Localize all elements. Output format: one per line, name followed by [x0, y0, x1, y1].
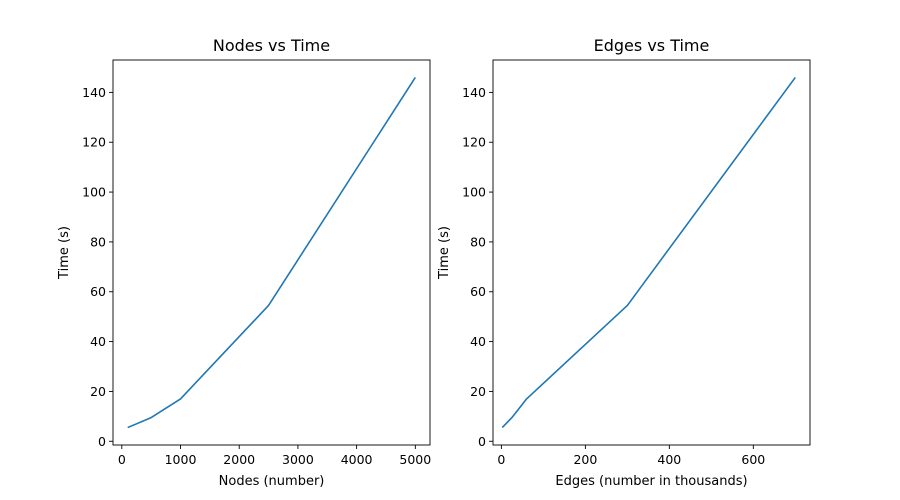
y-tick-label: 140	[462, 85, 486, 100]
x-tick-label: 400	[657, 452, 681, 467]
y-tick-label: 80	[90, 234, 106, 249]
x-tick-label: 600	[741, 452, 765, 467]
y-tick-label: 60	[90, 284, 106, 299]
y-tick-label: 0	[98, 434, 106, 449]
chart-edges-vs-time: Edges vs Time Edges (number in thousands…	[437, 36, 811, 489]
y-tick-label: 40	[90, 334, 106, 349]
y-axis-label: Time (s)	[57, 226, 72, 280]
y-tick-label: 60	[470, 284, 486, 299]
y-tick-label: 120	[462, 135, 486, 150]
x-tick-label: 4000	[341, 452, 373, 467]
chart-title: Nodes vs Time	[213, 36, 330, 55]
y-tick-label: 80	[470, 234, 486, 249]
y-tick-label: 100	[82, 185, 106, 200]
y-tick-label: 40	[470, 334, 486, 349]
y-axis-label: Time (s)	[437, 226, 452, 280]
x-tick-label: 0	[497, 452, 505, 467]
y-tick-label: 0	[478, 434, 486, 449]
chart-title: Edges vs Time	[594, 36, 710, 55]
tick-group: 0 200 400 600 0 20 40 60 80 100 120 140	[462, 85, 765, 467]
y-tick-label: 140	[82, 85, 106, 100]
x-axis-label: Nodes (number)	[219, 474, 325, 489]
plot-frame	[112, 59, 431, 446]
x-tick-label: 2000	[223, 452, 255, 467]
x-tick-label: 0	[118, 452, 126, 467]
x-axis-label: Edges (number in thousands)	[555, 474, 747, 489]
series-line	[127, 77, 416, 429]
x-tick-label: 3000	[282, 452, 314, 467]
tick-group: 0 1000 2000 3000 4000 5000 0 20 40 60 80 100 120 140	[82, 85, 431, 467]
x-tick-label: 5000	[399, 452, 431, 467]
series-line	[501, 76, 796, 429]
x-tick-label: 1000	[165, 452, 197, 467]
y-tick-label: 120	[82, 135, 106, 150]
chart-nodes-vs-time: Nodes vs Time Nodes (number) Time (s) 0 1…	[57, 36, 431, 489]
y-tick-label: 20	[90, 384, 106, 399]
x-tick-label: 200	[573, 452, 597, 467]
y-tick-label: 20	[470, 384, 486, 399]
y-tick-label: 100	[462, 185, 486, 200]
plot-frame	[492, 59, 811, 446]
